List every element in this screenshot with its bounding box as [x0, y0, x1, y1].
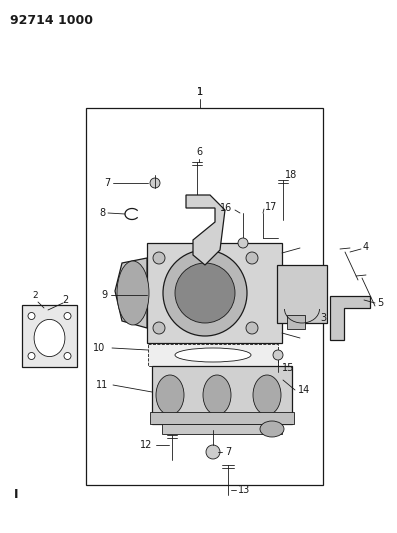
- Polygon shape: [330, 296, 370, 340]
- Bar: [147, 243, 282, 343]
- Bar: [277, 265, 327, 323]
- Polygon shape: [115, 258, 147, 328]
- Text: 7: 7: [104, 178, 110, 188]
- Text: 4: 4: [363, 242, 369, 252]
- Text: 13: 13: [238, 485, 250, 495]
- Bar: [152, 366, 292, 424]
- Ellipse shape: [175, 348, 251, 362]
- Ellipse shape: [175, 263, 235, 323]
- Text: 11: 11: [96, 380, 108, 390]
- Text: 10: 10: [93, 343, 105, 353]
- Bar: [150, 412, 294, 424]
- Circle shape: [153, 322, 165, 334]
- Text: 1: 1: [197, 87, 203, 97]
- Ellipse shape: [156, 375, 184, 415]
- Circle shape: [206, 445, 220, 459]
- Bar: [86, 108, 323, 485]
- Bar: [22, 305, 77, 367]
- Circle shape: [150, 178, 160, 188]
- Bar: [162, 424, 282, 434]
- Ellipse shape: [260, 421, 284, 437]
- Circle shape: [64, 312, 71, 319]
- Text: 92714 1000: 92714 1000: [10, 14, 93, 27]
- Text: 12: 12: [140, 440, 152, 450]
- Ellipse shape: [253, 375, 281, 415]
- Bar: [287, 315, 305, 329]
- Text: 3: 3: [320, 313, 326, 323]
- Text: 9: 9: [102, 290, 108, 300]
- Ellipse shape: [203, 375, 231, 415]
- Ellipse shape: [163, 250, 247, 336]
- Circle shape: [64, 352, 71, 359]
- Text: 7: 7: [225, 447, 231, 457]
- Ellipse shape: [34, 319, 65, 357]
- Circle shape: [153, 252, 165, 264]
- Circle shape: [246, 252, 258, 264]
- Text: 1: 1: [197, 87, 203, 97]
- Text: 14: 14: [298, 385, 310, 395]
- Text: 15: 15: [282, 363, 294, 373]
- Text: 16: 16: [220, 203, 232, 213]
- Text: I: I: [14, 489, 19, 502]
- Text: 6: 6: [196, 147, 202, 157]
- Circle shape: [246, 322, 258, 334]
- Polygon shape: [186, 195, 225, 265]
- Text: 17: 17: [265, 202, 278, 212]
- Text: 2: 2: [32, 291, 38, 300]
- Text: 18: 18: [285, 170, 297, 180]
- Text: 8: 8: [99, 208, 105, 218]
- Text: 5: 5: [377, 298, 383, 308]
- Circle shape: [273, 350, 283, 360]
- Circle shape: [28, 312, 35, 319]
- Bar: [148, 344, 278, 366]
- Ellipse shape: [117, 261, 149, 325]
- Text: 2: 2: [62, 295, 68, 305]
- Circle shape: [238, 238, 248, 248]
- Circle shape: [28, 352, 35, 359]
